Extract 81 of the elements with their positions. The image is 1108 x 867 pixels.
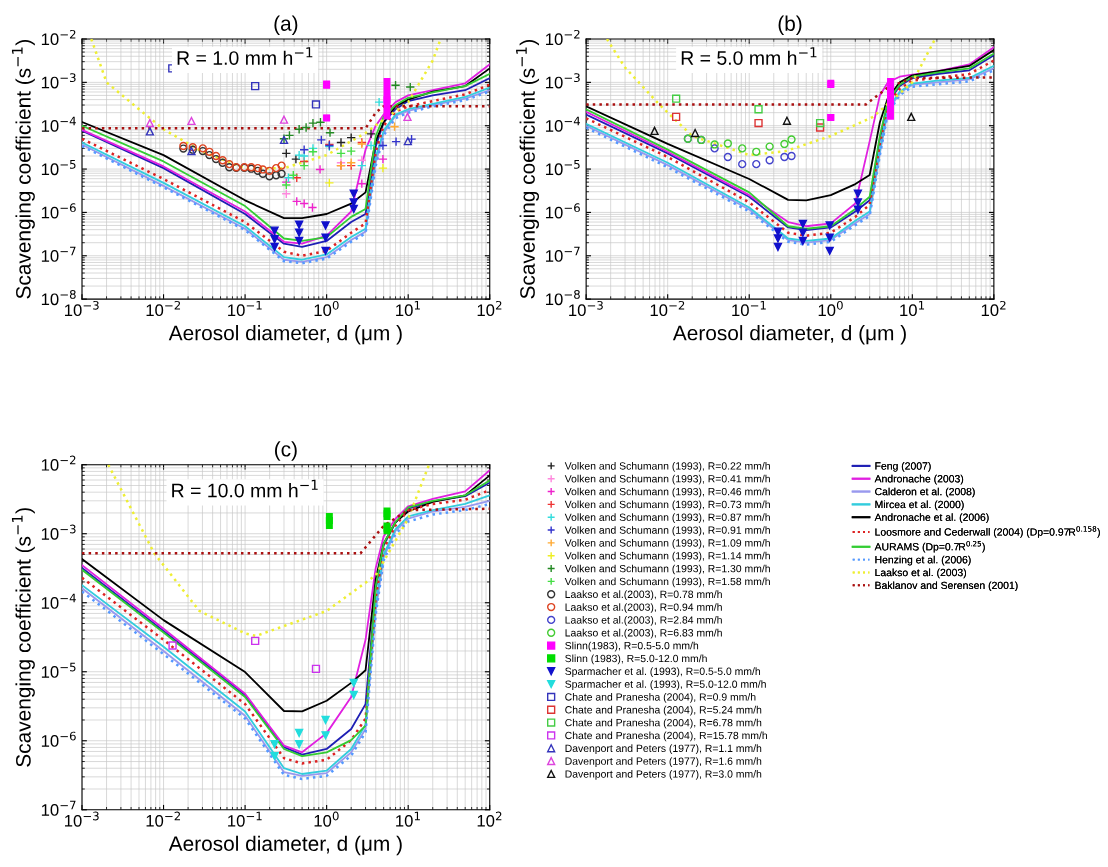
legend-label: Davenport and Peters (1977), R=3.0 mm/h bbox=[565, 770, 762, 780]
y-tick-label: 10$^{−7}$ bbox=[546, 246, 580, 262]
x-tick-label: 10$^{2}$ bbox=[981, 300, 1006, 317]
x-tick-label: 10$^{0}$ bbox=[314, 811, 339, 827]
x-tick-label: 10$^{−2}$ bbox=[146, 300, 181, 317]
legend-label: Chate and Pranesha (2004), R=0.9 mm/h bbox=[565, 693, 756, 703]
y-tick-label: 10$^{−6}$ bbox=[546, 203, 580, 219]
legend-label: Volken and Schumann (1993), R=1.09 mm/h bbox=[564, 538, 770, 549]
y-tick-label: 10$^{−5}$ bbox=[41, 662, 76, 678]
x-axis-title: Aerosol diameter, d (μm ) bbox=[168, 835, 402, 856]
legend-label: Davenport and Peters (1977), R=1.6 mm/h bbox=[565, 757, 762, 767]
legend-label: Volken and Schumann (1993), R=0.73 mm/h bbox=[564, 500, 770, 511]
y-axis-title: Scavenging coefficient (s$^{−1}$) bbox=[516, 39, 540, 299]
x-tick-label: 10$^{−1}$ bbox=[732, 301, 766, 317]
y-tick-label: 10$^{−5}$ bbox=[41, 160, 76, 176]
legend-label: Volken and Schumann (1993), R=1.30 mm/h bbox=[564, 564, 770, 575]
y-tick-label: 10$^{−7}$ bbox=[41, 246, 76, 262]
legend-label: Volken and Schumann (1993), R=0.41 mm/h bbox=[564, 474, 770, 485]
x-tick-label: 10$^{1}$ bbox=[396, 301, 420, 317]
y-tick-label: 10$^{−2}$ bbox=[41, 455, 76, 471]
y-tick-label: 10$^{−3}$ bbox=[41, 524, 76, 540]
x-tick-label: 10$^{0}$ bbox=[818, 300, 843, 317]
legend-label: Sparmacher et al. (1993), R=5.0-12.0 mm/h bbox=[565, 680, 766, 690]
legend-label: Chate and Pranesha (2004), R=6.78 mm/h bbox=[565, 718, 762, 729]
y-tick-label: 10$^{−6}$ bbox=[41, 203, 76, 219]
legend-label: Loosmore and Cederwall (2004) (Dp=0.97R$^{0.158}$) bbox=[875, 526, 1100, 538]
annotation: R = 1.0 mm h$^{−1}$ bbox=[177, 47, 313, 65]
legend-label: Volken and Schumann (1993), R=0.87 mm/h bbox=[564, 513, 770, 524]
legend-label: Volken and Schumann (1993), R=0.91 mm/h bbox=[564, 526, 770, 536]
legend-label: Laakso et al.(2003), R=6.83 mm/h bbox=[565, 628, 722, 639]
legend-label: Davenport and Peters (1977), R=1.1 mm/h bbox=[565, 744, 762, 755]
chart-title: (b) bbox=[778, 15, 802, 35]
legend-label: Slinn(1983), R=0.5-5.0 mm/h bbox=[565, 641, 699, 652]
x-tick-label: 10$^{−2}$ bbox=[650, 300, 685, 317]
y-tick-label: 10$^{−3}$ bbox=[546, 73, 580, 89]
legend-label: Laakso et al.(2003), R=0.78 mm/h bbox=[565, 590, 722, 601]
y-tick-label: 10$^{−2}$ bbox=[546, 29, 580, 46]
x-axis-title: Aerosol diameter, d (μm ) bbox=[672, 325, 906, 345]
y-tick-label: 10$^{−2}$ bbox=[41, 29, 76, 46]
x-axis-title: Aerosol diameter, d (μm ) bbox=[168, 325, 402, 345]
x-tick-label: 10$^{−2}$ bbox=[146, 811, 181, 827]
legend-label: Volken and Schumann (1993), R=0.22 mm/h bbox=[564, 461, 770, 472]
legend-label: Slinn (1983), R=5.0-12.0 mm/h bbox=[565, 654, 707, 665]
x-tick-label: 10$^{−1}$ bbox=[228, 811, 262, 827]
y-axis-title: Scavenging coefficient (s$^{−1}$) bbox=[11, 39, 35, 299]
legend-label: Andronache (2003) bbox=[874, 474, 964, 485]
annotation: R = 5.0 mm h$^{−1}$ bbox=[681, 47, 817, 65]
y-tick-label: 10$^{−4}$ bbox=[41, 116, 76, 132]
legend-label: Baklanov and Serensen (2001) bbox=[875, 581, 1018, 592]
x-tick-label: 10$^{1}$ bbox=[396, 811, 420, 827]
y-tick-label: 10$^{−4}$ bbox=[546, 116, 581, 132]
y-tick-label: 10$^{−3}$ bbox=[41, 73, 76, 89]
legend-label: Andronache et al. (2006) bbox=[874, 513, 989, 524]
y-tick-label: 10$^{−6}$ bbox=[41, 731, 76, 747]
legend-label: Calderon et al. (2008) bbox=[875, 487, 975, 498]
x-tick-label: 10$^{2}$ bbox=[477, 300, 502, 317]
legend-label: Laakso et al. (2003) bbox=[875, 568, 967, 579]
legend-label: Volken and Schumann (1993), R=0.46 mm/h bbox=[564, 487, 770, 498]
legend-label: Volken and Schumann (1993), R=1.14 mm/h bbox=[564, 551, 770, 562]
legend-label: Henzing et al. (2006) bbox=[875, 555, 971, 566]
y-tick-label: 10$^{−5}$ bbox=[546, 160, 580, 176]
legend-label: Volken and Schumann (1993), R=1.58 mm/h bbox=[564, 577, 770, 588]
legend-label: AURAMS (Dp=0.7R$^{0.25}$) bbox=[874, 540, 985, 553]
legend-label: Mircea et al. (2000) bbox=[875, 500, 964, 511]
legend-label: Sparmacher et al. (1993), R=0.5-5.0 mm/h bbox=[565, 667, 761, 678]
legend-label: Feng (2007) bbox=[875, 461, 931, 472]
y-tick-label: 10$^{−4}$ bbox=[41, 593, 76, 609]
x-tick-label: 10$^{−3}$ bbox=[569, 300, 603, 317]
legend-label: Laakso et al.(2003), R=0.94 mm/h bbox=[565, 603, 722, 613]
y-axis-title: Scavenging coefficient (s$^{−1}$) bbox=[11, 508, 35, 767]
legend-label: Chate and Pranesha (2004), R=5.24 mm/h bbox=[565, 705, 762, 716]
x-tick-label: 10$^{−1}$ bbox=[228, 301, 262, 317]
chart-title: (a) bbox=[274, 15, 298, 35]
annotation: R = 10.0 mm h$^{−1}$ bbox=[172, 479, 318, 498]
x-tick-label: 10$^{0}$ bbox=[314, 300, 339, 317]
x-tick-label: 10$^{1}$ bbox=[900, 301, 925, 317]
legend-label: Chate and Pranesha (2004), R=15.78 mm/h bbox=[565, 731, 767, 742]
chart-title: (c) bbox=[275, 441, 297, 461]
x-tick-label: 10$^{−3}$ bbox=[65, 300, 99, 317]
legend-label: Laakso et al.(2003), R=2.84 mm/h bbox=[565, 616, 722, 626]
x-tick-label: 10$^{2}$ bbox=[477, 811, 502, 827]
